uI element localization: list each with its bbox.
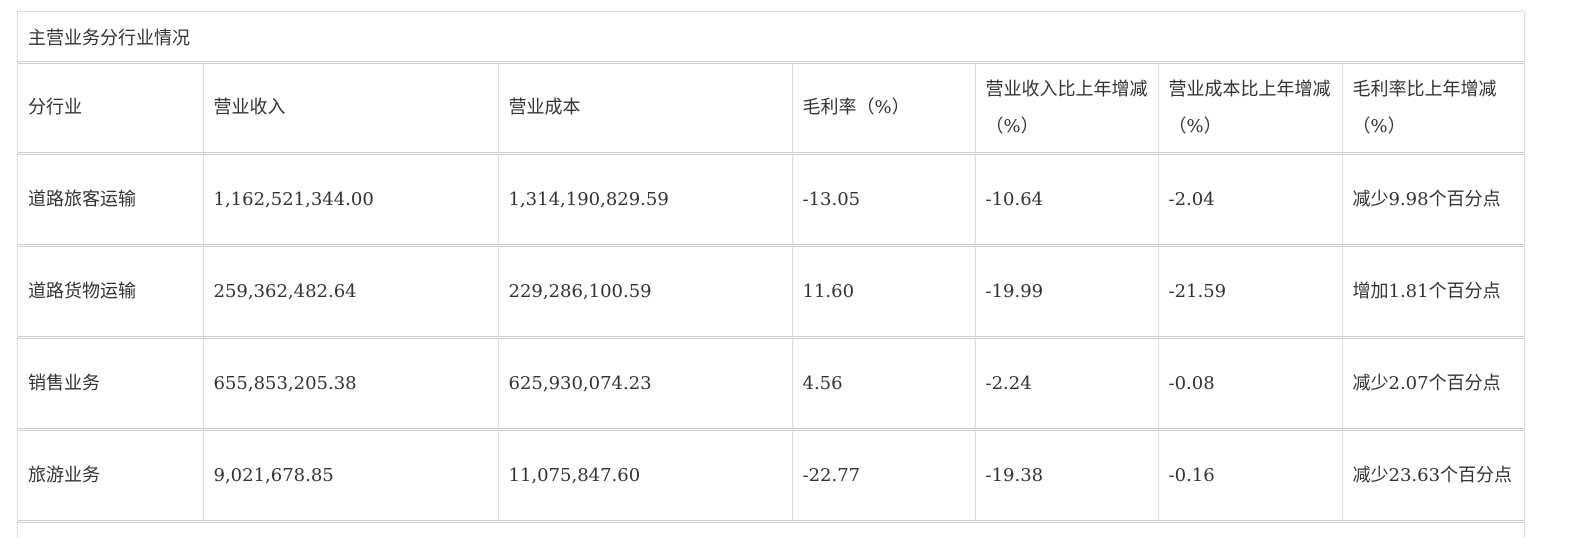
cell-revenue-change: -2.24 [975, 337, 1159, 429]
cell-industry: 销售业务 [18, 337, 204, 429]
cell-industry: 道路货物运输 [18, 245, 204, 337]
cell-gross-margin: -22.77 [792, 429, 976, 521]
table-row: 旅游业务 9,021,678.85 11,075,847.60 -22.77 -… [18, 429, 1524, 521]
cell-revenue-change: -10.64 [975, 153, 1159, 245]
cell-industry: 道路旅客运输 [18, 153, 204, 245]
header-cost-change: 营业成本比上年增减（%） [1158, 64, 1343, 153]
header-row: 分行业 营业收入 营业成本 毛利率（%） 营业收入比上年增减（%） 营业成本比上… [18, 64, 1524, 153]
table-caption-text: 主营业务分行业情况 [28, 27, 190, 49]
header-margin-change: 毛利率比上年增减（%） [1352, 78, 1497, 137]
cell-cost-change: -21.59 [1158, 245, 1343, 337]
header-industry: 分行业 [18, 64, 204, 153]
cell-cost: 11,075,847.60 [498, 429, 793, 521]
cell-industry: 旅游业务 [18, 429, 204, 521]
cell-margin-change: 减少2.07个百分点 [1352, 372, 1501, 394]
header-gross-margin: 毛利率（%） [792, 64, 976, 153]
cell-gross-margin: -13.05 [792, 153, 976, 245]
cell-cost: 229,286,100.59 [498, 245, 793, 337]
cell-revenue: 655,853,205.38 [203, 337, 499, 429]
cell-revenue-change: -19.99 [975, 245, 1159, 337]
header-revenue-change: 营业收入比上年增减（%） [975, 64, 1159, 153]
cell-cost-change: -0.16 [1158, 429, 1343, 521]
table-row: 销售业务 655,853,205.38 625,930,074.23 4.56 … [18, 337, 1524, 429]
cell-revenue: 9,021,678.85 [203, 429, 499, 521]
cell-margin-change: 增加1.81个百分点 [1352, 280, 1501, 302]
cell-cost-change: -0.08 [1158, 337, 1343, 429]
cell-margin-change: 减少23.63个百分点 [1352, 464, 1513, 486]
cell-gross-margin: 4.56 [792, 337, 976, 429]
cell-revenue: 1,162,521,344.00 [203, 153, 499, 245]
cell-revenue-change: -19.38 [975, 429, 1159, 521]
cell-cost: 625,930,074.23 [498, 337, 793, 429]
table-caption: 主营业务分行业情况 [18, 12, 1524, 64]
cell-margin-change: 减少9.98个百分点 [1352, 188, 1501, 210]
cell-cost-change: -2.04 [1158, 153, 1343, 245]
cell-revenue: 259,362,482.64 [203, 245, 499, 337]
header-cost: 营业成本 [498, 64, 793, 153]
cell-cost: 1,314,190,829.59 [498, 153, 793, 245]
table-row: 道路货物运输 259,362,482.64 229,286,100.59 11.… [18, 245, 1524, 337]
cell-gross-margin: 11.60 [792, 245, 976, 337]
table-row: 道路旅客运输 1,162,521,344.00 1,314,190,829.59… [18, 153, 1524, 245]
industry-data-table: 分行业 营业收入 营业成本 毛利率（%） 营业收入比上年增减（%） 营业成本比上… [18, 64, 1524, 523]
industry-table: 主营业务分行业情况 分行业 营业收入 营业成本 毛利率（%） 营业收入比上年增减… [17, 11, 1525, 538]
header-revenue: 营业收入 [203, 64, 499, 153]
